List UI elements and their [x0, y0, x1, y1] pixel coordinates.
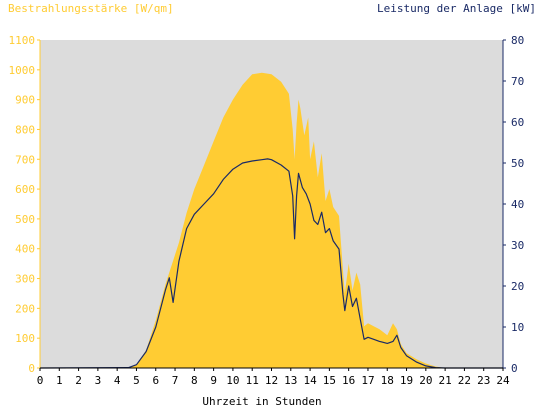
x-tick-label: 5	[133, 374, 140, 387]
x-tick-label: 19	[400, 374, 413, 387]
left-tick-label: 500	[15, 213, 35, 226]
irradiance-area	[40, 72, 503, 369]
x-tick-label: 6	[152, 374, 159, 387]
left-tick-label: 100	[15, 332, 35, 345]
x-tick-label: 24	[496, 374, 510, 387]
right-tick-label: 60	[511, 116, 524, 129]
left-tick-label: 400	[15, 243, 35, 256]
x-tick-label: 1	[56, 374, 63, 387]
power-line	[39, 158, 503, 369]
right-tick-label: 0	[511, 362, 518, 375]
series-layer	[39, 72, 503, 369]
left-axis-title: Bestrahlungsstärke [W/qm]	[8, 2, 174, 15]
x-axis-title: Uhrzeit in Stunden	[202, 395, 321, 408]
x-tick-label: 11	[246, 374, 259, 387]
left-tick-label: 0	[28, 362, 35, 375]
right-tick-label: 10	[511, 321, 524, 334]
right-axis-title: Leistung der Anlage [kW]	[377, 2, 536, 15]
x-tick-label: 8	[191, 374, 198, 387]
x-tick-label: 20	[419, 374, 432, 387]
x-tick-label: 17	[361, 374, 374, 387]
x-tick-label: 22	[458, 374, 471, 387]
left-tick-label: 1000	[9, 64, 36, 77]
x-tick-label: 0	[37, 374, 44, 387]
x-tick-label: 2	[75, 374, 82, 387]
right-tick-label: 80	[511, 34, 524, 47]
left-tick-label: 900	[15, 94, 35, 107]
x-tick-label: 16	[342, 374, 355, 387]
axes-layer	[37, 39, 506, 371]
left-tick-label: 700	[15, 153, 35, 166]
left-tick-label: 1100	[9, 34, 36, 47]
left-tick-label: 600	[15, 183, 35, 196]
x-tick-label: 12	[265, 374, 278, 387]
x-tick-label: 13	[284, 374, 297, 387]
x-tick-label: 7	[172, 374, 179, 387]
left-tick-label: 800	[15, 123, 35, 136]
tick-labels-layer: 0100200300400500600700800900100011000102…	[9, 34, 525, 387]
right-tick-label: 30	[511, 239, 524, 252]
x-tick-label: 21	[439, 374, 452, 387]
x-tick-label: 9	[210, 374, 217, 387]
x-tick-label: 3	[95, 374, 102, 387]
right-tick-label: 50	[511, 157, 524, 170]
right-tick-label: 20	[511, 280, 524, 293]
x-tick-label: 14	[303, 374, 317, 387]
right-tick-label: 40	[511, 198, 524, 211]
x-tick-label: 10	[226, 374, 239, 387]
x-tick-label: 15	[323, 374, 336, 387]
left-tick-label: 300	[15, 273, 35, 286]
x-tick-label: 4	[114, 374, 121, 387]
x-tick-label: 18	[381, 374, 394, 387]
x-tick-label: 23	[477, 374, 490, 387]
right-tick-label: 70	[511, 75, 524, 88]
left-tick-label: 200	[15, 302, 35, 315]
